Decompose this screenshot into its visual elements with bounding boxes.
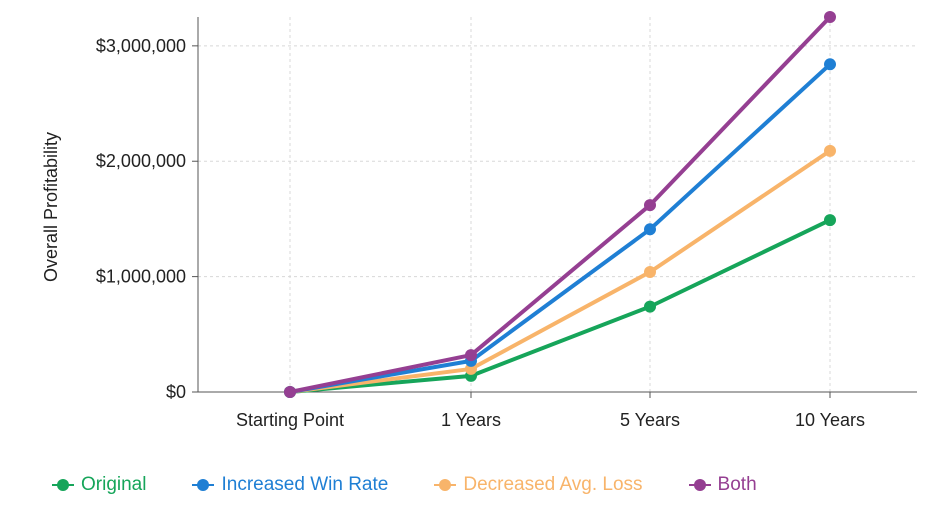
x-tick-label: 10 Years xyxy=(795,410,865,430)
data-point-both[interactable] xyxy=(284,386,296,398)
series-line-increased-win-rate xyxy=(289,62,832,394)
legend-marker-dot xyxy=(197,479,210,491)
series-both xyxy=(284,11,836,398)
legend-marker-dot xyxy=(57,479,69,491)
legend-marker-dot xyxy=(693,479,706,491)
data-point-both[interactable] xyxy=(465,349,477,362)
data-point-increased-win-rate[interactable] xyxy=(824,58,836,71)
series-line-original xyxy=(289,218,831,394)
series-line-decreased-avg-loss xyxy=(289,149,832,394)
y-tick-label: $0 xyxy=(166,382,186,402)
series-increased-win-rate xyxy=(284,58,836,398)
series-decreased-avg-loss xyxy=(284,144,836,398)
legend-marker-icon xyxy=(688,479,711,491)
data-point-increased-win-rate[interactable] xyxy=(644,223,656,236)
x-tick-label: Starting Point xyxy=(236,410,344,430)
legend-marker-icon xyxy=(192,479,215,491)
legend-item-decreased-avg-loss[interactable]: Decreased Avg. Loss xyxy=(434,474,643,496)
series-line-both xyxy=(289,15,832,394)
grid xyxy=(198,17,917,392)
legend-label: Increased Win Rate xyxy=(221,474,389,495)
legend-marker-icon xyxy=(52,479,74,491)
x-tick-label: 1 Years xyxy=(441,410,501,430)
data-point-decreased-avg-loss[interactable] xyxy=(644,266,656,278)
data-point-both[interactable] xyxy=(644,199,656,212)
series-group xyxy=(284,11,836,398)
x-tick-label: 5 Years xyxy=(620,410,680,430)
data-point-original[interactable] xyxy=(824,214,836,227)
legend-item-increased-win-rate[interactable]: Increased Win Rate xyxy=(192,474,388,496)
legend: Original Increased Win Rate Decreased Avg.… xyxy=(52,474,803,496)
legend-marker-icon xyxy=(434,479,457,491)
y-axis-title: Overall Profitability xyxy=(41,132,61,282)
legend-label: Original xyxy=(81,474,147,495)
legend-label: Both xyxy=(717,474,757,495)
data-point-both[interactable] xyxy=(824,11,836,23)
axes: $0 $1,000,000 $2,000,000 $3,000,000 Starting… xyxy=(96,17,917,430)
data-point-original[interactable] xyxy=(644,300,656,313)
y-tick-label: $3,000,000 xyxy=(96,36,186,56)
series-original xyxy=(284,214,836,398)
legend-label: Decreased Avg. Loss xyxy=(463,474,643,495)
y-tick-label: $2,000,000 xyxy=(96,151,186,171)
y-tick-label: $1,000,000 xyxy=(96,267,186,287)
data-point-decreased-avg-loss[interactable] xyxy=(824,144,836,157)
legend-item-original[interactable]: Original xyxy=(52,474,146,496)
legend-item-both[interactable]: Both xyxy=(688,474,757,496)
line-chart: $0 $1,000,000 $2,000,000 $3,000,000 Starting… xyxy=(41,11,917,430)
legend-marker-dot xyxy=(439,479,452,491)
